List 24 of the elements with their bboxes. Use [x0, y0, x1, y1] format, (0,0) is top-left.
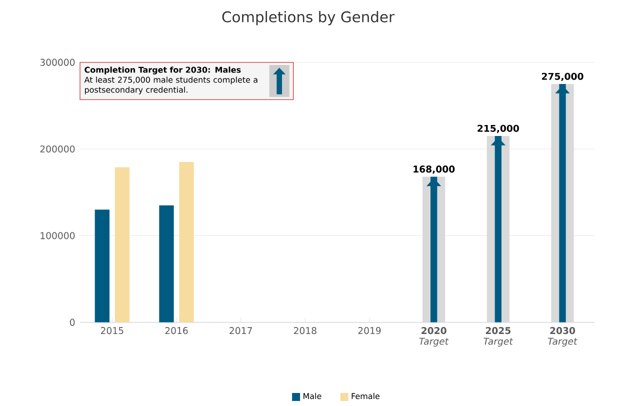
bar: [94, 209, 110, 322]
x-tick-label: 2016: [165, 326, 188, 334]
legend-label: Male: [304, 392, 322, 399]
bar: [159, 205, 174, 322]
x-tick-label: 2015: [100, 326, 124, 334]
data-label: 215,000: [478, 124, 519, 133]
x-tick-label: 2017: [230, 326, 252, 334]
bar: [179, 162, 194, 322]
annotation: Completion Target for 2030: Males: [84, 66, 241, 74]
chart-title: Completions by Gender: [222, 10, 395, 26]
legend-label: Female: [352, 392, 380, 399]
bar: [114, 167, 130, 322]
y-tick-label: 0: [70, 318, 75, 326]
x-tick-label: 2020 Target: [419, 326, 449, 346]
x-tick-label: 2018: [294, 326, 316, 334]
x-tick-label: 2030 Target: [548, 326, 578, 346]
data-label: 168,000: [414, 165, 455, 174]
y-tick-label: 200000: [40, 145, 75, 152]
x-tick-label: 2019: [358, 326, 381, 334]
y-tick-label: 100000: [40, 232, 75, 240]
data-label: 275,000: [542, 72, 584, 81]
x-tick-label: 2025 Target: [484, 326, 514, 346]
y-tick-label: 300000: [40, 58, 75, 66]
annotation: At least 275,000 male students complete a postsecondary credential.: [84, 76, 258, 94]
